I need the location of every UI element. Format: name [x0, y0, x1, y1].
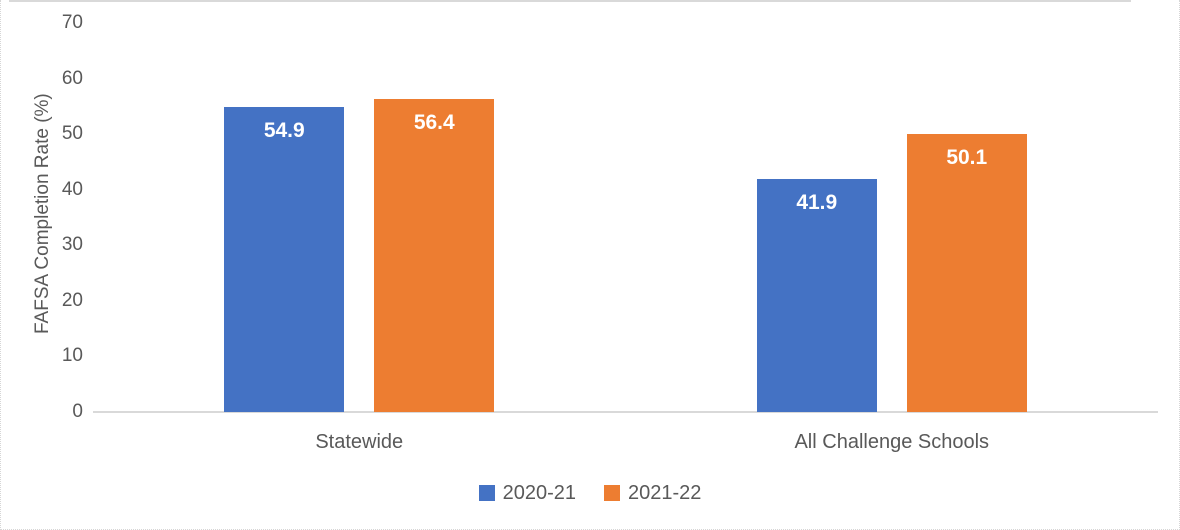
bar-data-label: 56.4: [413, 110, 455, 134]
legend-entry-2020-21: 2020-21: [478, 482, 576, 504]
bar-2020-21-statewide: 54.9: [224, 106, 345, 412]
legend-swatch-icon: [604, 485, 620, 501]
category-label-statewide: Statewide: [315, 431, 404, 453]
bar-data-label: 54.9: [263, 118, 305, 142]
legend: 2020-21 2021-22: [1, 482, 1179, 504]
y-tick-label: 0: [72, 401, 83, 422]
chart-top-border: [9, 0, 1131, 2]
bar-2020-21-all-challenge-schools: 41.9: [756, 179, 877, 412]
y-tick-label: 70: [61, 12, 83, 33]
bar-2021-22-all-challenge-schools: 50.1: [906, 133, 1027, 412]
legend-entry-2021-22: 2021-22: [604, 482, 701, 504]
y-tick-label: 10: [61, 345, 83, 367]
y-tick-label: 20: [61, 289, 83, 311]
y-tick-label: 30: [61, 234, 83, 256]
y-tick-label: 60: [61, 67, 83, 89]
y-tick-label: 50: [61, 123, 83, 145]
category-label-all-challenge-schools: All Challenge Schools: [794, 431, 990, 453]
y-tick-label: 40: [61, 178, 83, 200]
bar-data-label: 41.9: [796, 191, 838, 215]
bar-data-label: 50.1: [946, 145, 988, 169]
legend-label: 2020-21: [502, 482, 576, 504]
legend-swatch-icon: [478, 485, 495, 501]
bar-2021-22-statewide: 56.4: [374, 98, 495, 412]
legend-label: 2021-22: [628, 482, 702, 504]
x-axis-line: [93, 411, 1158, 413]
